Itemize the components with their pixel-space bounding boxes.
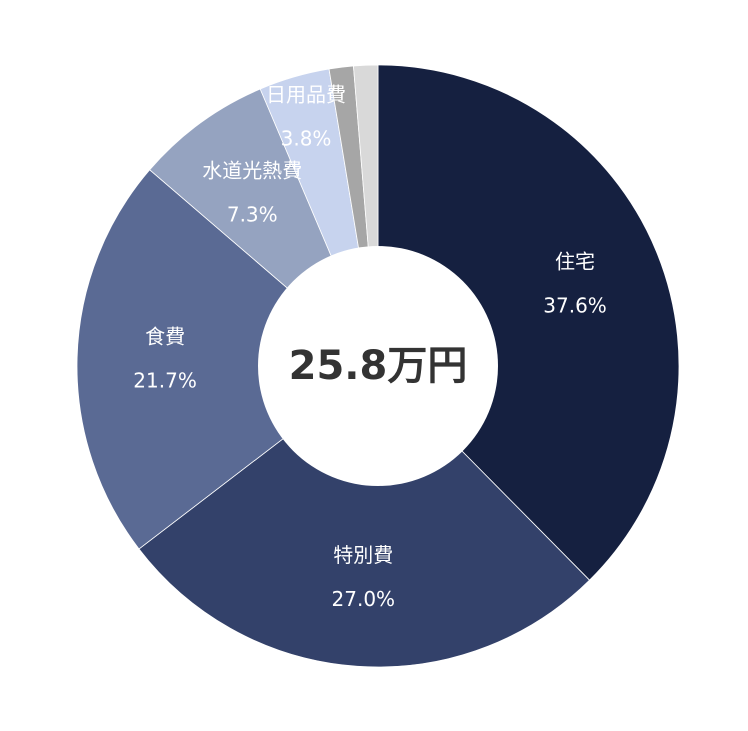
- slice-label: 日用品費: [266, 83, 346, 107]
- slice-label: 食費: [145, 324, 185, 348]
- value-label: 7.3%: [227, 203, 278, 227]
- slice-label: 水道光熱費: [202, 159, 302, 183]
- slice-label: 特別費: [333, 543, 393, 567]
- value-label: 21.7%: [133, 368, 197, 392]
- value-label: 37.6%: [543, 294, 607, 318]
- slice: [138, 365, 591, 668]
- value-label: 27.0%: [332, 587, 396, 611]
- slice: [377, 64, 680, 581]
- slice-label: 住宅: [555, 250, 595, 274]
- value-label: 3.8%: [281, 127, 332, 151]
- center-label: 25.8万円: [289, 343, 468, 389]
- donut-hole: [258, 246, 498, 486]
- slice: [76, 169, 379, 550]
